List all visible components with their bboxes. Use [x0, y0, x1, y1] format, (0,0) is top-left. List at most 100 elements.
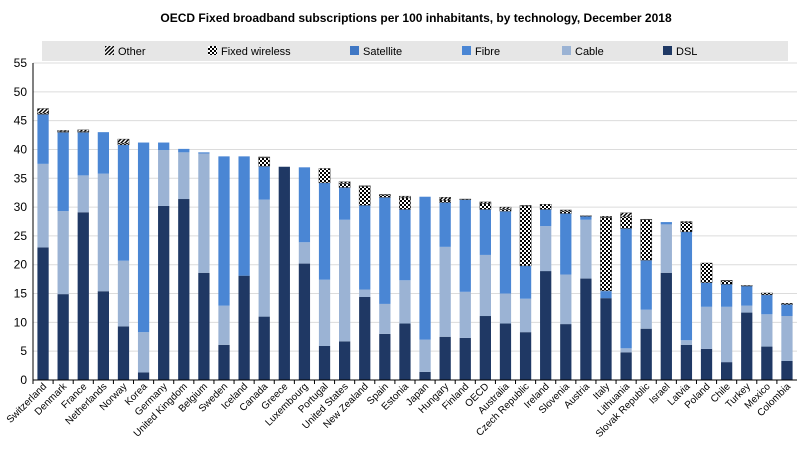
x-axis: SwitzerlandDenmarkFranceNetherlandsNorwa…: [5, 379, 797, 440]
bar-colombia-fixed-wireless: [781, 303, 793, 305]
bar-latvia-dsl: [680, 344, 693, 380]
bar-spain-other: [379, 194, 391, 196]
bar-estonia-fixed-wireless: [399, 197, 411, 210]
legend-label-dsl: DSL: [676, 46, 697, 58]
bar-switzerland-satellite: [37, 114, 49, 115]
bar-netherlands-dsl: [97, 291, 109, 380]
bar-austria-fixed-wireless: [580, 215, 592, 217]
bar-austria-dsl: [580, 278, 592, 380]
bar-korea-dsl: [137, 372, 150, 380]
bar-switzerland-cable: [37, 163, 49, 248]
bar-mexico-fixed-wireless: [761, 292, 773, 295]
bar-norway-fibre: [117, 144, 130, 261]
bar-australia-other: [499, 206, 512, 210]
bar-finland-fixed-wireless: [459, 198, 472, 200]
bar-germany-dsl: [158, 205, 170, 380]
bar-slovenia-cable: [560, 274, 572, 325]
bar-united-states-cable: [339, 219, 351, 342]
bar-denmark-dsl: [57, 294, 69, 380]
bar-italy-other: [600, 216, 612, 218]
bar-spain-fixed-wireless: [379, 194, 391, 198]
bar-hungary-fibre: [439, 202, 451, 247]
bar-belgium-fibre: [198, 152, 210, 154]
bar-united-kingdom-cable: [178, 152, 190, 200]
bar-czech-republic-dsl: [519, 332, 532, 380]
bar-sweden-dsl: [218, 344, 230, 380]
bar-oecd-dsl: [479, 316, 491, 380]
bar-korea-cable: [137, 332, 150, 373]
bar-israel-cable: [660, 224, 672, 273]
bar-sweden-fibre: [218, 156, 230, 306]
bar-oecd-cable: [479, 254, 491, 317]
bar-slovak-republic-fixed-wireless: [640, 219, 653, 261]
bar-australia-fixed-wireless: [499, 209, 512, 212]
bar-poland-dsl: [700, 348, 713, 380]
y-tick-label: 20: [14, 258, 28, 272]
bar-united-states-fibre: [339, 188, 351, 220]
bar-latvia-fibre: [680, 231, 693, 341]
bar-switzerland-dsl: [37, 247, 49, 380]
bar-norway-fixed-wireless: [117, 142, 130, 146]
bar-netherlands-cable: [97, 173, 109, 292]
legend: Other Fixed wireless Satellite Fibre Cable DS…: [105, 46, 697, 58]
legend-label-satellite: Satellite: [363, 46, 402, 58]
bar-australia-dsl: [499, 323, 512, 380]
bar-denmark-other: [57, 130, 69, 132]
bar-france-other: [77, 129, 90, 132]
bar-switzerland-other: [37, 108, 49, 114]
bar-slovak-republic-other: [640, 218, 653, 220]
bar-united-kingdom-dsl: [178, 199, 190, 380]
bar-sweden-cable: [218, 305, 230, 345]
bar-slovak-republic-cable: [640, 309, 652, 329]
bar-belgium-dsl: [198, 272, 210, 380]
bar-italy-dsl: [600, 298, 612, 380]
bar-ireland-cable: [540, 226, 552, 272]
bar-united-states-fixed-wireless: [338, 183, 351, 188]
bar-luxembourg-cable: [298, 242, 311, 264]
bar-korea-fibre: [137, 142, 150, 333]
legend-background: [42, 41, 788, 61]
bar-chile-fibre: [721, 284, 733, 307]
bar-latvia-other: [680, 221, 693, 223]
bar-portugal-fibre: [318, 182, 331, 280]
bar-czech-republic-other: [519, 205, 532, 207]
bar-poland-fibre: [700, 282, 713, 307]
bar-czech-republic-fibre: [519, 265, 532, 299]
legend-label-other: Other: [118, 46, 146, 58]
bar-spain-cable: [379, 303, 391, 334]
bar-germany-fibre: [158, 142, 170, 151]
bar-lithuania-fibre: [620, 228, 632, 349]
bar-hungary-fixed-wireless: [439, 199, 451, 203]
bar-oecd-other: [479, 201, 492, 204]
bar-japan-fibre: [419, 196, 431, 340]
bar-ireland-dsl: [540, 271, 552, 380]
bar-estonia-cable: [399, 280, 411, 324]
bar-czech-republic-fixed-wireless: [519, 205, 532, 267]
bar-turkey-fibre: [741, 286, 753, 306]
bar-japan-dsl: [419, 371, 431, 380]
bar-australia-satellite: [499, 211, 512, 212]
bar-greece-dsl: [278, 166, 290, 380]
bar-canada-dsl: [258, 316, 270, 380]
bar-iceland-fibre: [238, 156, 250, 276]
y-tick-label: 55: [14, 56, 28, 70]
bar-netherlands-fibre: [97, 132, 109, 174]
bar-estonia-satellite: [399, 209, 411, 210]
legend-swatch-other: [105, 46, 114, 55]
bar-new-zealand-other: [358, 185, 371, 187]
bar-iceland-dsl: [238, 275, 250, 380]
bar-mexico-cable: [761, 314, 773, 347]
y-tick-label: 40: [14, 142, 28, 156]
bar-canada-other: [258, 156, 271, 158]
bar-lithuania-fixed-wireless: [620, 216, 632, 229]
bar-italy-fibre: [600, 291, 612, 299]
bar-slovenia-fibre: [560, 213, 572, 275]
bar-spain-dsl: [379, 333, 391, 380]
bar-lithuania-cable: [620, 348, 632, 353]
bar-latvia-fixed-wireless: [680, 222, 693, 233]
bar-ireland-fibre: [540, 209, 552, 227]
y-tick-label: 35: [14, 171, 28, 185]
bar-austria-cable: [580, 219, 592, 279]
bar-canada-fibre: [258, 166, 270, 200]
bar-belgium-cable: [198, 153, 210, 273]
